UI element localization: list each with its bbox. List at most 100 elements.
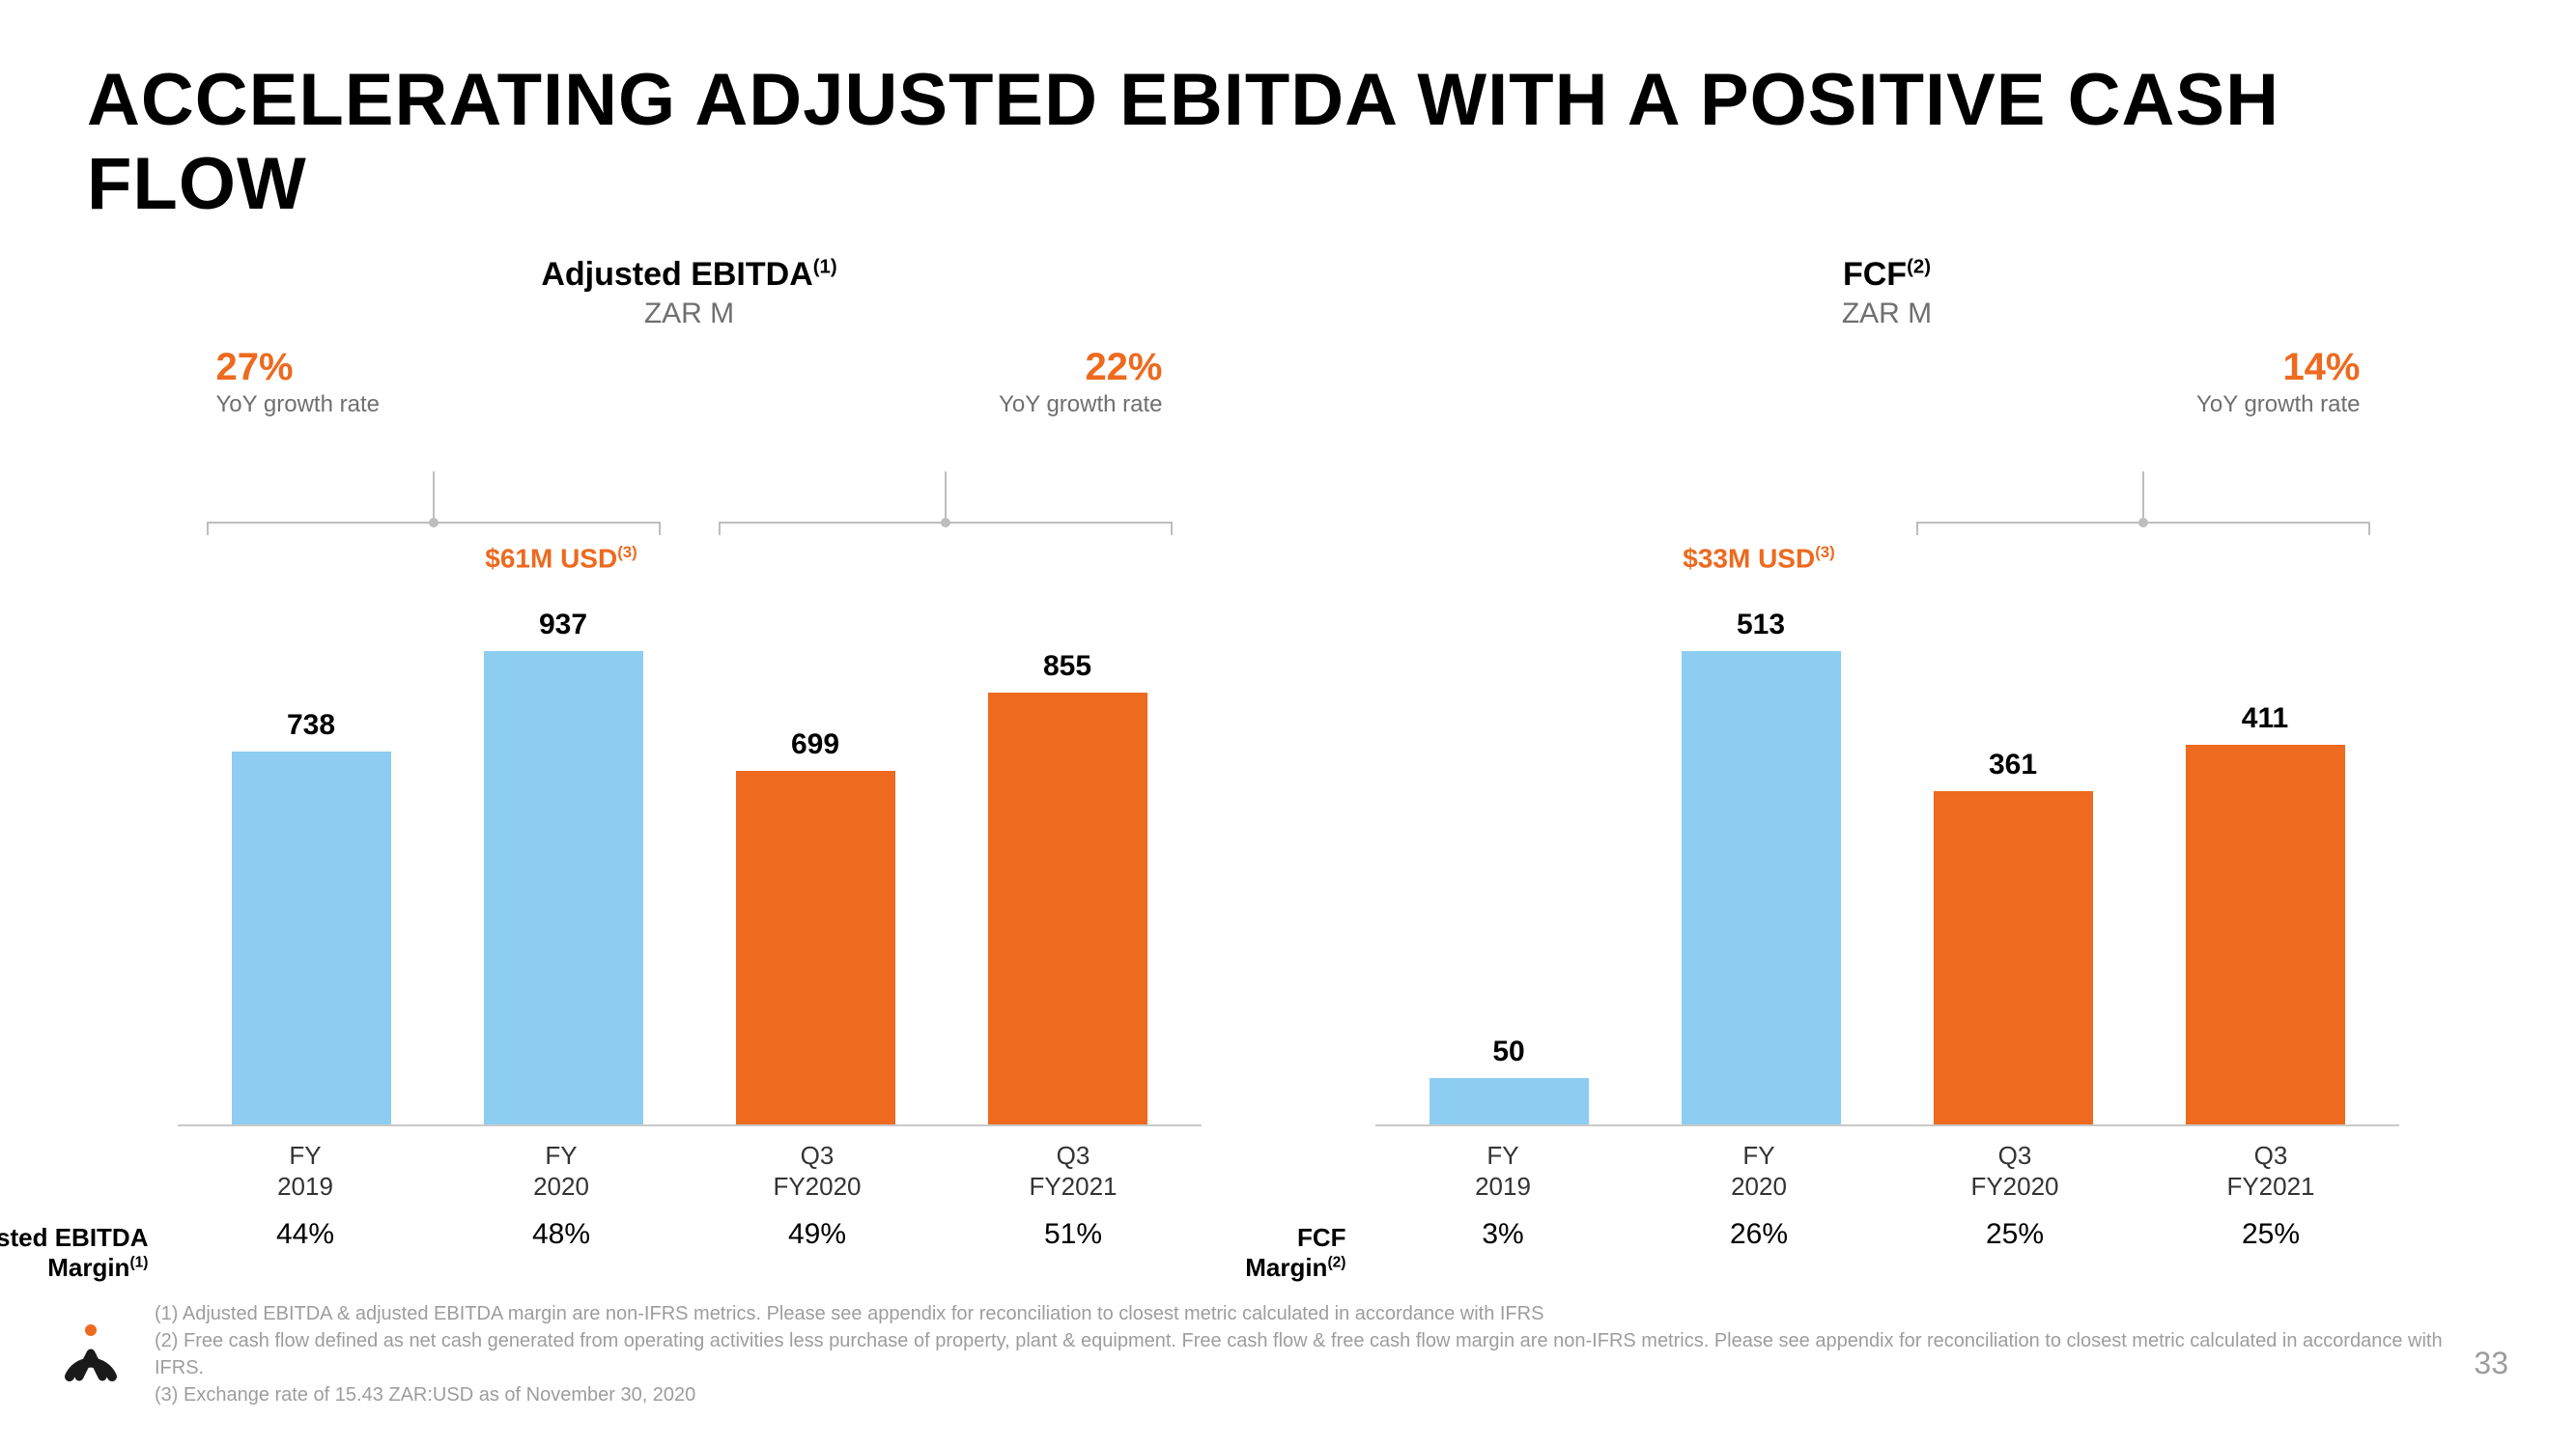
brand-logo-icon (58, 1321, 124, 1391)
page-number: 33 (2474, 1346, 2508, 1381)
margin-value: 25% (1887, 1218, 2143, 1251)
bar (1430, 1078, 1589, 1124)
slide: ACCELERATING ADJUSTED EBITDA WITH A POSI… (0, 0, 2576, 1449)
bracket-row (1375, 498, 2399, 537)
growth-label: YoY growth rate (1887, 391, 2361, 418)
margin-value: 51% (946, 1218, 1202, 1251)
bar-slot: 855 (942, 650, 1194, 1124)
margin-value: 25% (2143, 1218, 2399, 1251)
margin-value: 48% (434, 1218, 690, 1251)
bracket-end-icon (659, 522, 661, 535)
margin-cells: 44%48%49%51% (178, 1218, 1202, 1251)
growth-left (1375, 346, 1887, 348)
growth-row: 27% YoY growth rate 22% YoY growth rate (178, 346, 1202, 491)
margin-label-sup: (1) (129, 1254, 148, 1270)
growth-pct: 27% (216, 346, 690, 389)
chart-subtitle: ZAR M (1375, 298, 2399, 330)
usd-callout: $33M USD(3) (1631, 543, 1887, 585)
margin-label-line1: FCF (1297, 1223, 1346, 1252)
usd-cell (2143, 543, 2399, 585)
bracket-line-icon (207, 522, 661, 524)
usd-text: $61M USD (485, 543, 617, 573)
bracket-end-icon (719, 522, 721, 535)
xaxis-label: Q3FY2021 (2143, 1140, 2399, 1203)
bar-slot: 699 (690, 728, 942, 1124)
bar-slot: 513 (1635, 609, 1887, 1124)
margin-value: 3% (1375, 1218, 1631, 1251)
bar (2186, 745, 2345, 1124)
chart-ebitda: Adjusted EBITDA(1) ZAR M 27% YoY growth … (178, 256, 1202, 1251)
usd-cell (1887, 543, 2143, 585)
bar-value-label: 361 (1989, 749, 2037, 781)
bar (988, 693, 1147, 1124)
growth-label: YoY growth rate (690, 391, 1163, 418)
bracket-end-icon (2368, 522, 2370, 535)
bracket-end-icon (1916, 522, 1918, 535)
bar (1934, 791, 2093, 1124)
bar (1682, 651, 1841, 1124)
chart-subtitle: ZAR M (178, 298, 1202, 330)
bracket-stem-icon (433, 471, 435, 518)
bar-slot: 411 (2139, 702, 2392, 1124)
chart-title-text: Adjusted EBITDA (541, 256, 812, 293)
margin-label-line2: Margin (47, 1253, 129, 1282)
bracket-stem-icon (2142, 471, 2144, 518)
growth-left: 27% YoY growth rate (178, 346, 690, 418)
margin-label-line2: Margin (1245, 1253, 1327, 1282)
page-title: ACCELERATING ADJUSTED EBITDA WITH A POSI… (87, 58, 2489, 227)
bar-value-label: 855 (1043, 650, 1091, 683)
footnote-1: (1) Adjusted EBITDA & adjusted EBITDA ma… (155, 1300, 2460, 1327)
bars-area: 738 937 699 855 (178, 585, 1202, 1126)
margin-row: FCF Margin(2) 3%26%25%25% (1375, 1218, 2399, 1251)
chart-title-sup: (2) (1907, 256, 1931, 277)
growth-row: 14% YoY growth rate (1375, 346, 2399, 491)
bar-value-label: 50 (1492, 1036, 1524, 1068)
margin-label-line1: Adjusted EBITDA (0, 1223, 149, 1252)
bracket-right (1887, 498, 2399, 537)
margin-label-text: FCF Margin(2) (1245, 1223, 1345, 1283)
bar-value-label: 738 (287, 709, 335, 742)
bracket-line-icon (1916, 522, 2370, 524)
bracket-left (178, 498, 690, 537)
margin-row: Adjusted EBITDA Margin(1) 44%48%49%51% (178, 1218, 1202, 1251)
xaxis-row: FY2019FY2020Q3FY2020Q3FY2021 (178, 1140, 1202, 1203)
footnote-2: (2) Free cash flow defined as net cash g… (155, 1327, 2460, 1381)
bar (232, 752, 391, 1124)
charts-row: Adjusted EBITDA(1) ZAR M 27% YoY growth … (87, 256, 2489, 1251)
growth-right: 14% YoY growth rate (1887, 346, 2399, 418)
chart-fcf: FCF(2) ZAR M 14% YoY growth rate (1375, 256, 2399, 1251)
usd-sup: (3) (1815, 543, 1835, 561)
usd-cell (1375, 543, 1631, 585)
usd-cell (178, 543, 434, 585)
bar-value-label: 513 (1737, 609, 1785, 641)
bar-slot: 738 (185, 709, 438, 1124)
usd-sup: (3) (617, 543, 637, 561)
bar-slot: 937 (438, 609, 690, 1124)
chart-title: FCF(2) (1375, 256, 2399, 294)
xaxis-label: FY2020 (1631, 1140, 1887, 1203)
xaxis-label: FY2020 (434, 1140, 690, 1203)
bracket-end-icon (1171, 522, 1173, 535)
chart-title-text: FCF (1843, 256, 1907, 293)
bar-slot: 361 (1887, 749, 2139, 1124)
xaxis-label: FY2019 (178, 1140, 434, 1203)
xaxis-label: Q3FY2020 (1887, 1140, 2143, 1203)
margin-value: 49% (690, 1218, 946, 1251)
bar (484, 651, 643, 1124)
margin-value: 44% (178, 1218, 434, 1251)
bar-value-label: 937 (539, 609, 587, 641)
bars-area: 50 513 361 411 (1375, 585, 2399, 1126)
bracket-end-icon (207, 522, 209, 535)
xaxis-label: Q3FY2021 (946, 1140, 1202, 1203)
usd-row: $61M USD(3) (178, 543, 1202, 585)
chart-title-sup: (1) (813, 256, 837, 277)
bracket-line-icon (719, 522, 1173, 524)
footnotes: (1) Adjusted EBITDA & adjusted EBITDA ma… (155, 1300, 2460, 1408)
bar-value-label: 411 (2242, 702, 2288, 735)
footnote-3: (3) Exchange rate of 15.43 ZAR:USD as of… (155, 1381, 2460, 1408)
bar-slot: 50 (1383, 1036, 1635, 1124)
usd-cell (690, 543, 946, 585)
bar (736, 771, 895, 1124)
xaxis-row: FY2019FY2020Q3FY2020Q3FY2021 (1375, 1140, 2399, 1203)
bracket-stem-icon (945, 471, 947, 518)
